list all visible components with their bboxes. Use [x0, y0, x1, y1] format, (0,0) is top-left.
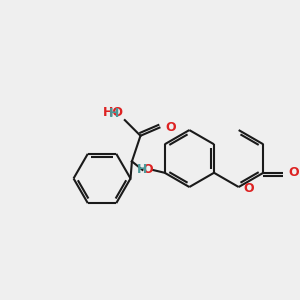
Text: O: O — [142, 164, 153, 176]
Text: H: H — [137, 164, 147, 176]
Text: O: O — [288, 166, 299, 179]
Text: HO: HO — [102, 106, 123, 119]
Text: O: O — [166, 121, 176, 134]
Text: H: H — [109, 107, 119, 120]
Text: O: O — [244, 182, 254, 195]
